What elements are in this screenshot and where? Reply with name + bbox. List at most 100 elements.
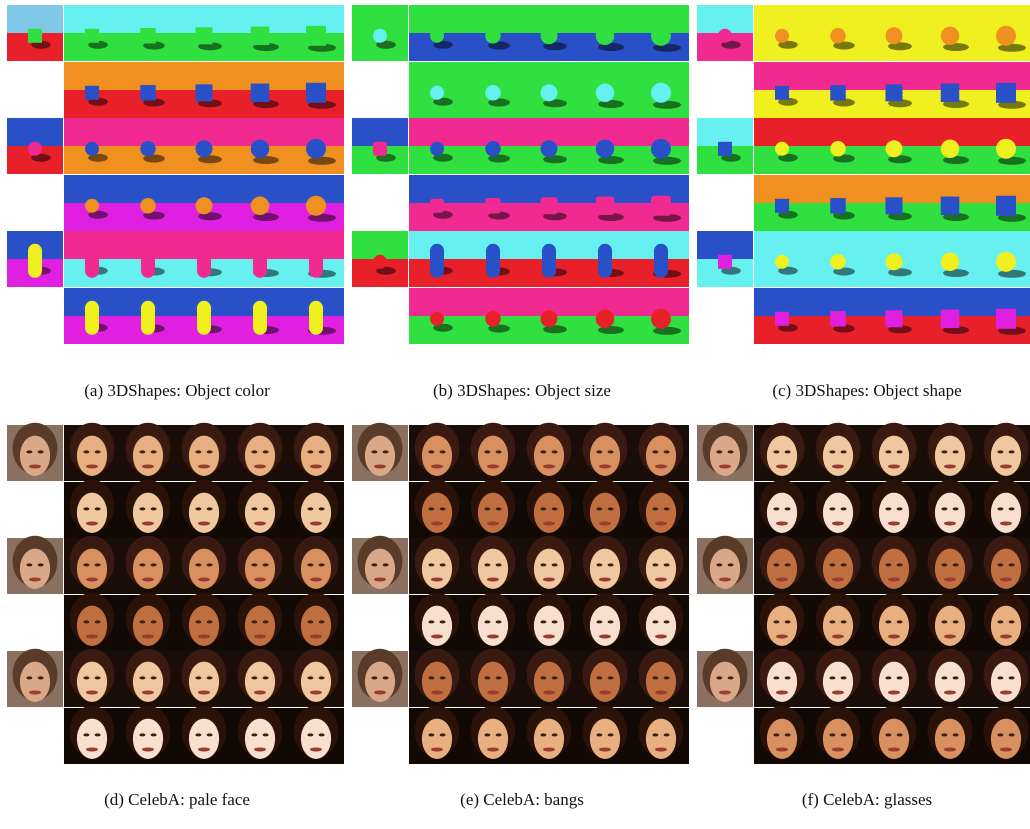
eye [773,733,780,737]
mouth [832,464,844,469]
eye [596,450,603,454]
face [477,435,509,476]
eye [382,676,389,680]
face [934,548,966,589]
shadow [488,41,510,50]
object [306,25,326,46]
object [996,195,1016,216]
object [309,300,323,335]
object [430,28,444,43]
object [940,26,960,46]
mouth [198,634,210,639]
eye [139,507,146,511]
mouth [86,634,98,639]
face [822,492,854,533]
eye [773,450,780,454]
object [140,28,156,44]
face [421,435,453,476]
face [533,435,565,476]
mouth [543,521,555,526]
eye [484,450,491,454]
object [141,300,155,335]
eye [26,563,33,567]
eye [83,676,90,680]
eye [551,733,558,737]
eye [439,450,446,454]
mouth [599,577,611,582]
scene-wall [7,118,63,146]
mouth [86,521,98,526]
eye [727,676,734,680]
face [822,548,854,589]
eye [94,733,101,737]
eye [484,563,491,567]
face [364,435,396,476]
eye [607,733,614,737]
eye [997,563,1004,567]
object [940,83,960,103]
eye [428,676,435,680]
mouth [776,747,788,752]
eye [952,450,959,454]
eye [885,733,892,737]
eye [997,507,1004,511]
eye [540,733,547,737]
shadow [943,43,969,52]
object [830,311,846,327]
eye [551,563,558,567]
object [885,253,903,271]
caption: (a) 3DShapes: Object color [84,381,270,400]
eye [540,620,547,624]
eye [251,450,258,454]
scene-wall [697,118,753,146]
mouth [254,577,266,582]
eye [26,450,33,454]
face [533,605,565,646]
face [709,661,741,702]
mouth [86,690,98,695]
shadow [778,40,798,49]
object [85,300,99,335]
mouth [29,690,41,695]
object [885,197,903,215]
object [485,85,501,101]
mouth [431,521,443,526]
mouth [1000,634,1012,639]
mouth [142,634,154,639]
eye [318,563,325,567]
face [878,435,910,476]
eye [784,563,791,567]
eye [829,733,836,737]
face [477,548,509,589]
eye [540,676,547,680]
face [132,661,164,702]
face [188,605,220,646]
scene-wall [352,231,408,259]
shadow [253,213,279,222]
face [76,661,108,702]
shadow [778,266,798,275]
object [373,28,387,43]
object [885,310,903,328]
shadow [833,41,855,50]
shadow [488,98,510,107]
eye [896,676,903,680]
object [540,84,558,102]
caption: (f) CelebA: glasses [802,790,932,809]
shadow [143,154,165,163]
eye [941,507,948,511]
shadow [653,100,681,109]
face [533,492,565,533]
mouth [142,747,154,752]
face [300,548,332,589]
mouth [655,747,667,752]
object [595,83,615,103]
face [934,605,966,646]
eye [371,450,378,454]
object [542,243,556,278]
mouth [719,577,731,582]
eye [83,563,90,567]
mouth [543,464,555,469]
object [485,28,501,44]
eye [885,620,892,624]
